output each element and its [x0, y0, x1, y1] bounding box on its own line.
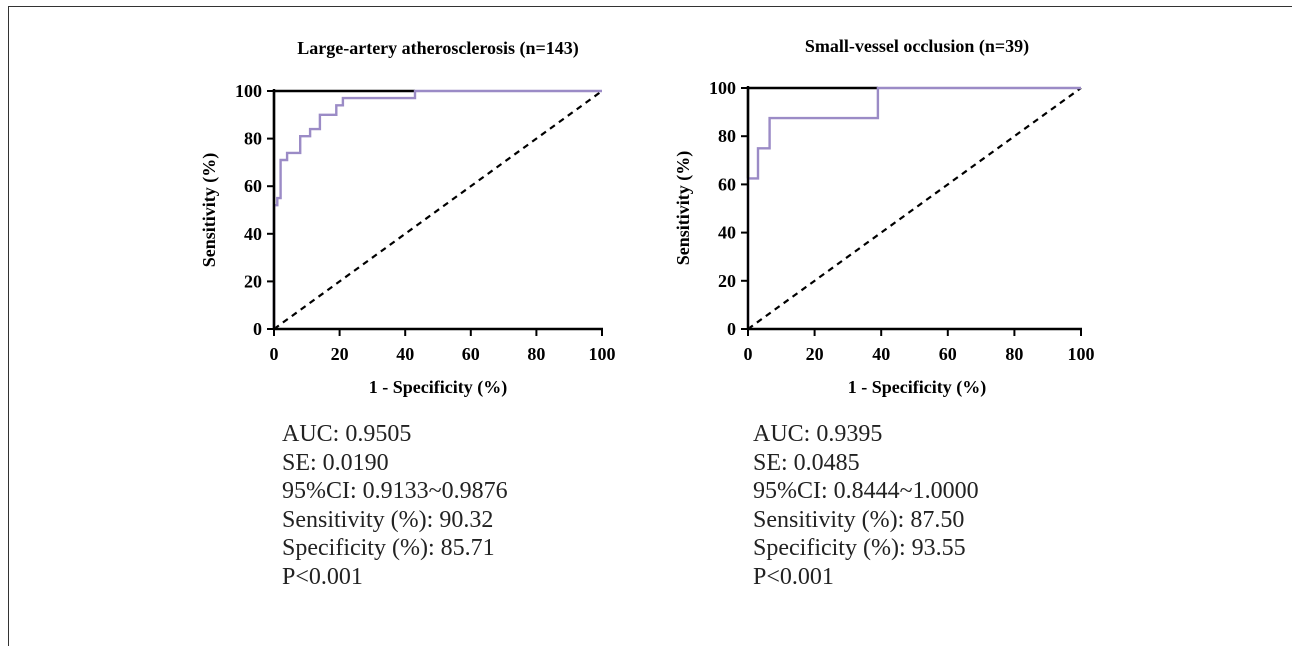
stat-ci: 95%CI: 0.9133~0.9876: [282, 478, 508, 505]
x-tick-label: 80: [1005, 344, 1023, 364]
x-tick-label: 60: [939, 344, 957, 364]
y-tick-label: 60: [718, 174, 736, 194]
stat-p-value: P<0.001: [282, 563, 363, 590]
stat-auc: AUC: 0.9395: [753, 421, 883, 447]
x-tick-label: 100: [1068, 344, 1095, 364]
y-axis-label: Sensitivity (%): [673, 151, 694, 266]
stat-auc: AUC: 0.9505: [282, 421, 412, 447]
roc-chart-small-vessel: Small-vessel occlusion (n=39) 0 20 40 60 80 1…: [673, 36, 1095, 398]
y-tick-label: 80: [718, 126, 736, 146]
plot-area: 0 20 40 60 80 100 0 20 40 60 80 100: [235, 81, 616, 364]
y-tick-label: 0: [727, 319, 736, 339]
y-tick-label: 40: [244, 224, 262, 244]
x-tick-label: 0: [270, 344, 279, 364]
y-axis-label: Sensitivity (%): [199, 153, 220, 268]
x-tick-label: 60: [462, 344, 480, 364]
stat-specificity: Specificity (%): 85.71: [282, 535, 495, 562]
roc-curve-line: [272, 89, 602, 329]
stat-sensitivity: Sensitivity (%): 90.32: [282, 506, 494, 533]
y-tick-label: 100: [709, 78, 736, 98]
stat-p-value: P<0.001: [753, 563, 834, 590]
y-tick-label: 40: [718, 223, 736, 243]
y-tick-label: 100: [235, 81, 262, 101]
chart-title: Large-artery atherosclerosis (n=143): [297, 38, 579, 59]
stats-block-small-vessel: AUC: 0.9395 SE: 0.0485 95%CI: 0.8444~1.0…: [753, 420, 979, 592]
y-tick-label: 20: [244, 271, 262, 291]
x-tick-label: 20: [806, 344, 824, 364]
y-tick-label: 60: [244, 176, 262, 196]
chart-title: Small-vessel occlusion (n=39): [805, 36, 1029, 57]
stat-se: SE: 0.0190: [282, 449, 389, 476]
stat-se: SE: 0.0485: [753, 449, 860, 476]
x-tick-label: 80: [527, 344, 545, 364]
stat-sensitivity: Sensitivity (%): 87.50: [753, 506, 965, 533]
figure-frame: [8, 6, 1292, 646]
y-tick-label: 0: [253, 319, 262, 339]
x-tick-label: 0: [744, 344, 753, 364]
y-tick-label: 20: [718, 271, 736, 291]
x-axis-label: 1 - Specificity (%): [848, 377, 986, 398]
x-tick-label: 40: [872, 344, 890, 364]
x-axis-label: 1 - Specificity (%): [369, 377, 507, 398]
x-tick-label: 40: [396, 344, 414, 364]
x-tick-label: 100: [589, 344, 616, 364]
stat-ci: 95%CI: 0.8444~1.0000: [753, 478, 979, 505]
stat-specificity: Specificity (%): 93.55: [753, 535, 966, 562]
reference-diagonal-line: [747, 87, 1082, 330]
x-tick-label: 20: [331, 344, 349, 364]
roc-chart-large-artery: Large-artery atherosclerosis (n=143) 0 20…: [199, 38, 616, 398]
roc-curve-line: [746, 86, 1081, 329]
plot-area: 0 20 40 60 80 100 0 20 40 60 80 100: [709, 78, 1095, 364]
upper-envelope-line: [746, 86, 878, 179]
stats-block-large-artery: AUC: 0.9505 SE: 0.0190 95%CI: 0.9133~0.9…: [282, 420, 508, 592]
y-tick-label: 80: [244, 129, 262, 149]
reference-diagonal-line: [273, 90, 603, 330]
